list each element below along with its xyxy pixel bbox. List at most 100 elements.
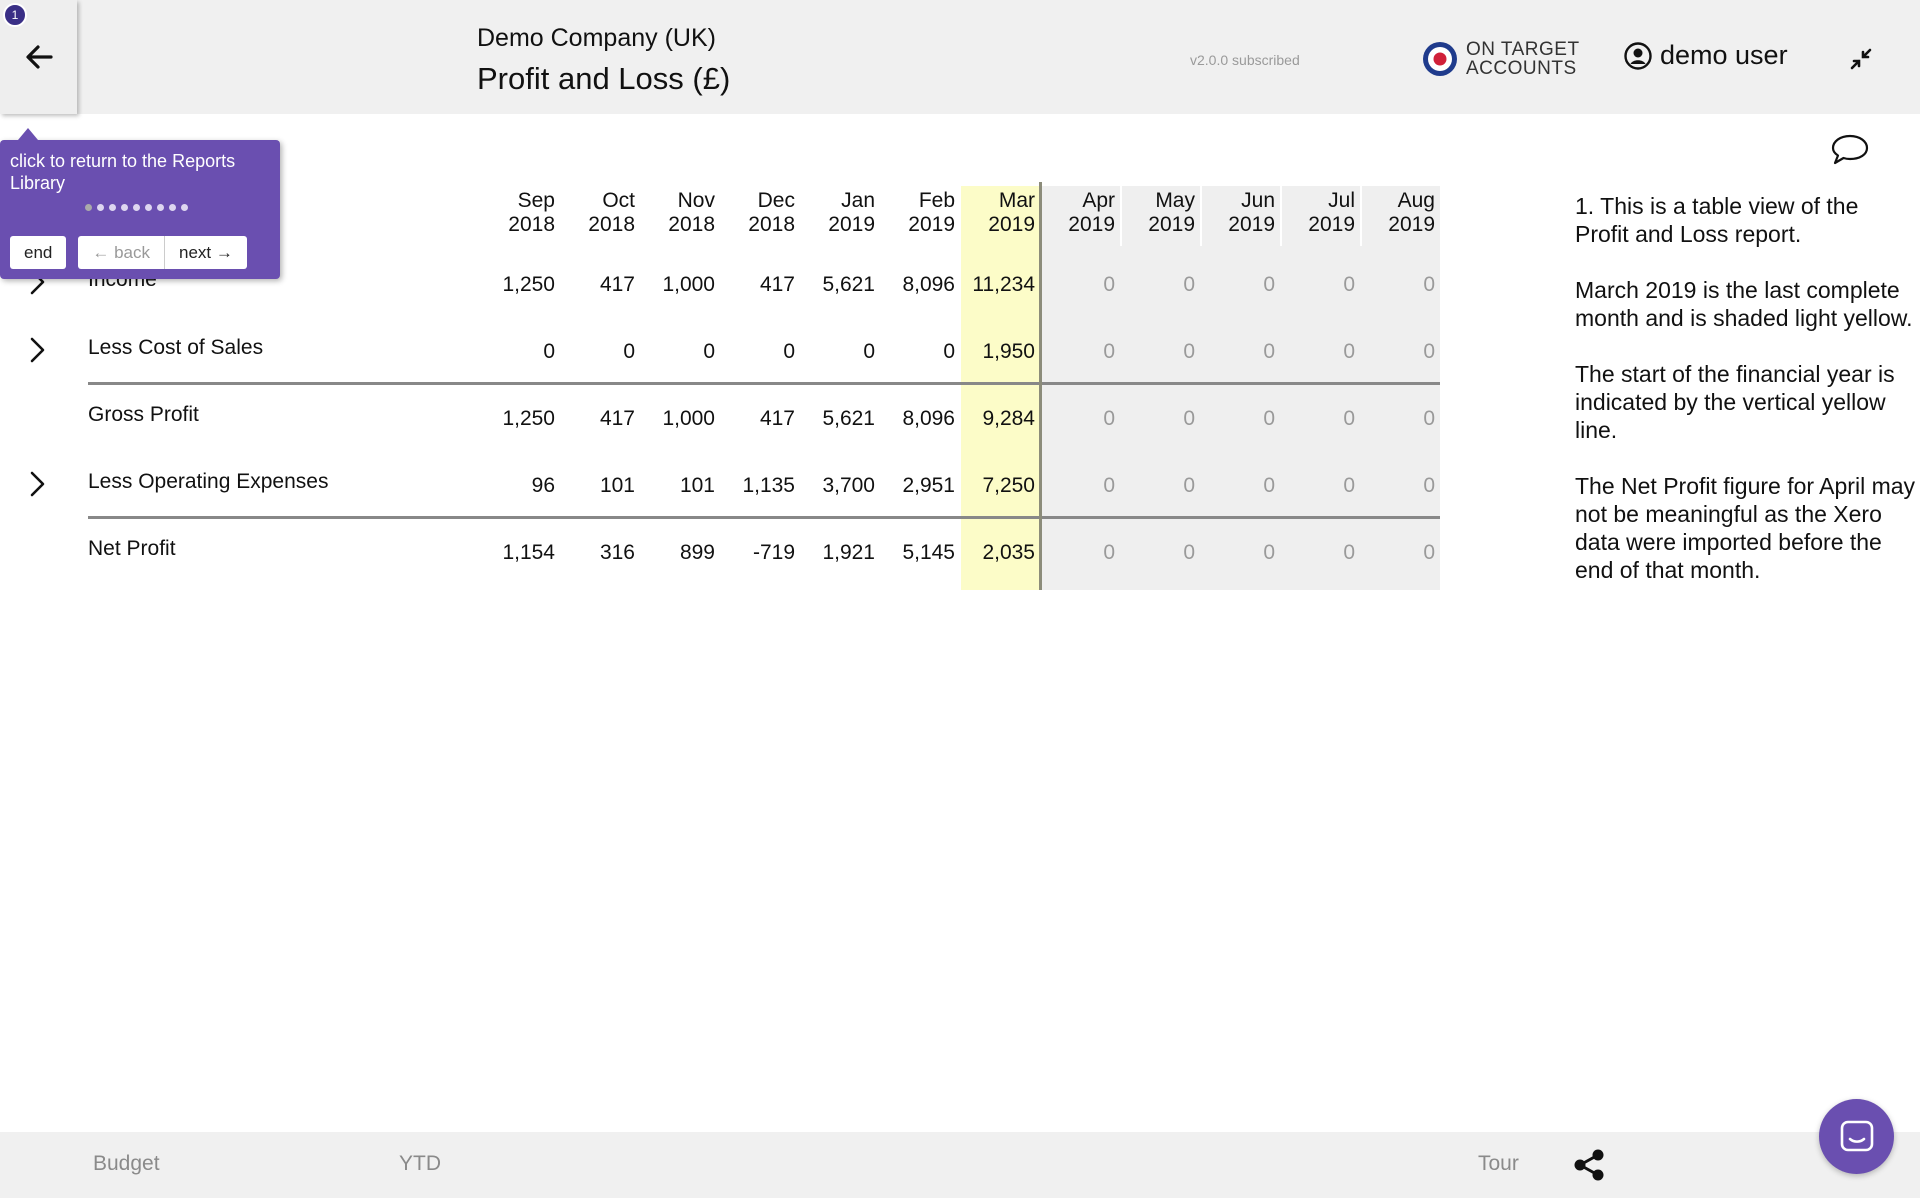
- arrow-left-icon: [25, 45, 53, 69]
- column-header: Feb 2019: [908, 189, 955, 236]
- progress-dot[interactable]: [121, 204, 128, 211]
- table-cell: 5,145: [902, 541, 955, 564]
- expand-cost-of-sales-button[interactable]: [24, 335, 50, 365]
- progress-dot[interactable]: [157, 204, 164, 211]
- expand-operating-expenses-button[interactable]: [24, 469, 50, 499]
- table-cell: 5,621: [822, 273, 875, 296]
- table-cell: 8,096: [902, 407, 955, 430]
- future-months-shade: [1041, 186, 1440, 590]
- progress-dot[interactable]: [169, 204, 176, 211]
- collapse-arrows-icon: [1850, 48, 1872, 70]
- column-gap: [1280, 186, 1282, 246]
- exit-fullscreen-button[interactable]: [1846, 44, 1876, 74]
- table-cell: 0: [1423, 474, 1435, 497]
- ytd-button[interactable]: YTD: [399, 1152, 441, 1175]
- tour-button[interactable]: Tour: [1478, 1152, 1519, 1175]
- table-cell: 0: [1183, 541, 1195, 564]
- column-header: Jul 2019: [1308, 189, 1355, 236]
- page-title: Profit and Loss (£): [477, 61, 731, 96]
- table-cell: 0: [1183, 474, 1195, 497]
- table-cell: 0: [1263, 340, 1275, 363]
- chat-launcher-button[interactable]: [1819, 1099, 1894, 1174]
- chevron-right-icon: [30, 337, 45, 363]
- table-cell: 417: [759, 273, 795, 296]
- table-cell: 417: [599, 273, 635, 296]
- table-cell: 2,035: [982, 541, 1035, 564]
- tour-progress-dots: [85, 204, 270, 211]
- share-icon: [1574, 1149, 1604, 1181]
- table-cell: 8,096: [902, 273, 955, 296]
- progress-dot[interactable]: [85, 204, 92, 211]
- comments-button[interactable]: [1830, 133, 1870, 167]
- chat-icon: [1840, 1120, 1873, 1151]
- table-cell: 0: [943, 340, 955, 363]
- column-header: Nov 2018: [668, 189, 715, 236]
- table-cell: 0: [1343, 340, 1355, 363]
- progress-dot[interactable]: [133, 204, 140, 211]
- table-cell: 899: [679, 541, 715, 564]
- row-label-gross-profit: Gross Profit: [88, 403, 199, 426]
- note-paragraph: The Net Profit figure for April may not …: [1575, 473, 1916, 583]
- tour-tooltip: click to return to the Reports Library e…: [0, 128, 280, 279]
- table-cell: 0: [543, 340, 555, 363]
- row-label-cost-of-sales: Less Cost of Sales: [88, 336, 264, 359]
- column-header: Sep 2018: [508, 189, 555, 236]
- progress-dot[interactable]: [97, 204, 104, 211]
- table-cell: 0: [1103, 407, 1115, 430]
- table-cell: 0: [863, 340, 875, 363]
- column-gap: [1360, 186, 1362, 246]
- table-cell: 0: [1263, 541, 1275, 564]
- table-cell: 417: [759, 407, 795, 430]
- table-cell: 0: [1183, 273, 1195, 296]
- table-cell: 0: [703, 340, 715, 363]
- table-cell: 0: [1343, 541, 1355, 564]
- table-cell: 0: [623, 340, 635, 363]
- table-cell: 101: [599, 474, 635, 497]
- column-header: Aug 2019: [1388, 189, 1435, 236]
- subtotal-divider: [88, 382, 1440, 385]
- table-cell: 1,000: [662, 407, 715, 430]
- table-cell: 0: [1423, 541, 1435, 564]
- table-cell: 0: [1103, 340, 1115, 363]
- last-complete-month-shade: [961, 186, 1041, 590]
- column-header: May 2019: [1148, 189, 1195, 236]
- table-cell: 417: [599, 407, 635, 430]
- tour-end-button[interactable]: end: [10, 236, 67, 269]
- brand-logo: ON TARGET ACCOUNTS: [1422, 40, 1580, 78]
- table-cell: 3,700: [822, 474, 875, 497]
- progress-dot[interactable]: [181, 204, 188, 211]
- progress-dot[interactable]: [109, 204, 116, 211]
- user-name: demo user: [1660, 40, 1788, 70]
- footer-bar: [0, 1132, 1920, 1198]
- table-cell: 1,135: [742, 474, 795, 497]
- user-circle-icon: [1624, 41, 1652, 70]
- progress-dot[interactable]: [145, 204, 152, 211]
- column-gap: [1200, 186, 1202, 246]
- tour-back-button[interactable]: ← back: [78, 236, 165, 269]
- column-header: Jan 2019: [828, 189, 875, 236]
- table-cell: 101: [679, 474, 715, 497]
- financial-year-start-line: [1039, 182, 1042, 590]
- user-menu[interactable]: demo user: [1624, 40, 1788, 71]
- column-gap: [1120, 186, 1122, 246]
- note-paragraph: 1. This is a table view of the Profit an…: [1575, 193, 1859, 247]
- table-cell: 0: [1103, 541, 1115, 564]
- table-cell: 0: [1263, 407, 1275, 430]
- tour-step-badge: 1: [3, 3, 27, 27]
- note-paragraph: The start of the financial year is indic…: [1575, 361, 1895, 443]
- report-notes: 1. This is a table view of the Profit an…: [1575, 192, 1915, 612]
- table-cell: 0: [1423, 407, 1435, 430]
- budget-button[interactable]: Budget: [93, 1152, 160, 1175]
- app-header: [0, 0, 1920, 114]
- table-cell: 0: [783, 340, 795, 363]
- tooltip-text: click to return to the Reports Library: [10, 151, 236, 193]
- company-name: Demo Company (UK): [477, 24, 716, 52]
- table-cell: 1,921: [822, 541, 875, 564]
- logo-line-1: ON TARGET: [1466, 39, 1580, 60]
- roundel-icon: [1423, 42, 1457, 76]
- table-cell: 7,250: [982, 474, 1035, 497]
- share-button[interactable]: [1572, 1148, 1606, 1182]
- tour-next-button[interactable]: next →: [164, 236, 247, 269]
- table-cell: 0: [1183, 407, 1195, 430]
- table-cell: 0: [1343, 474, 1355, 497]
